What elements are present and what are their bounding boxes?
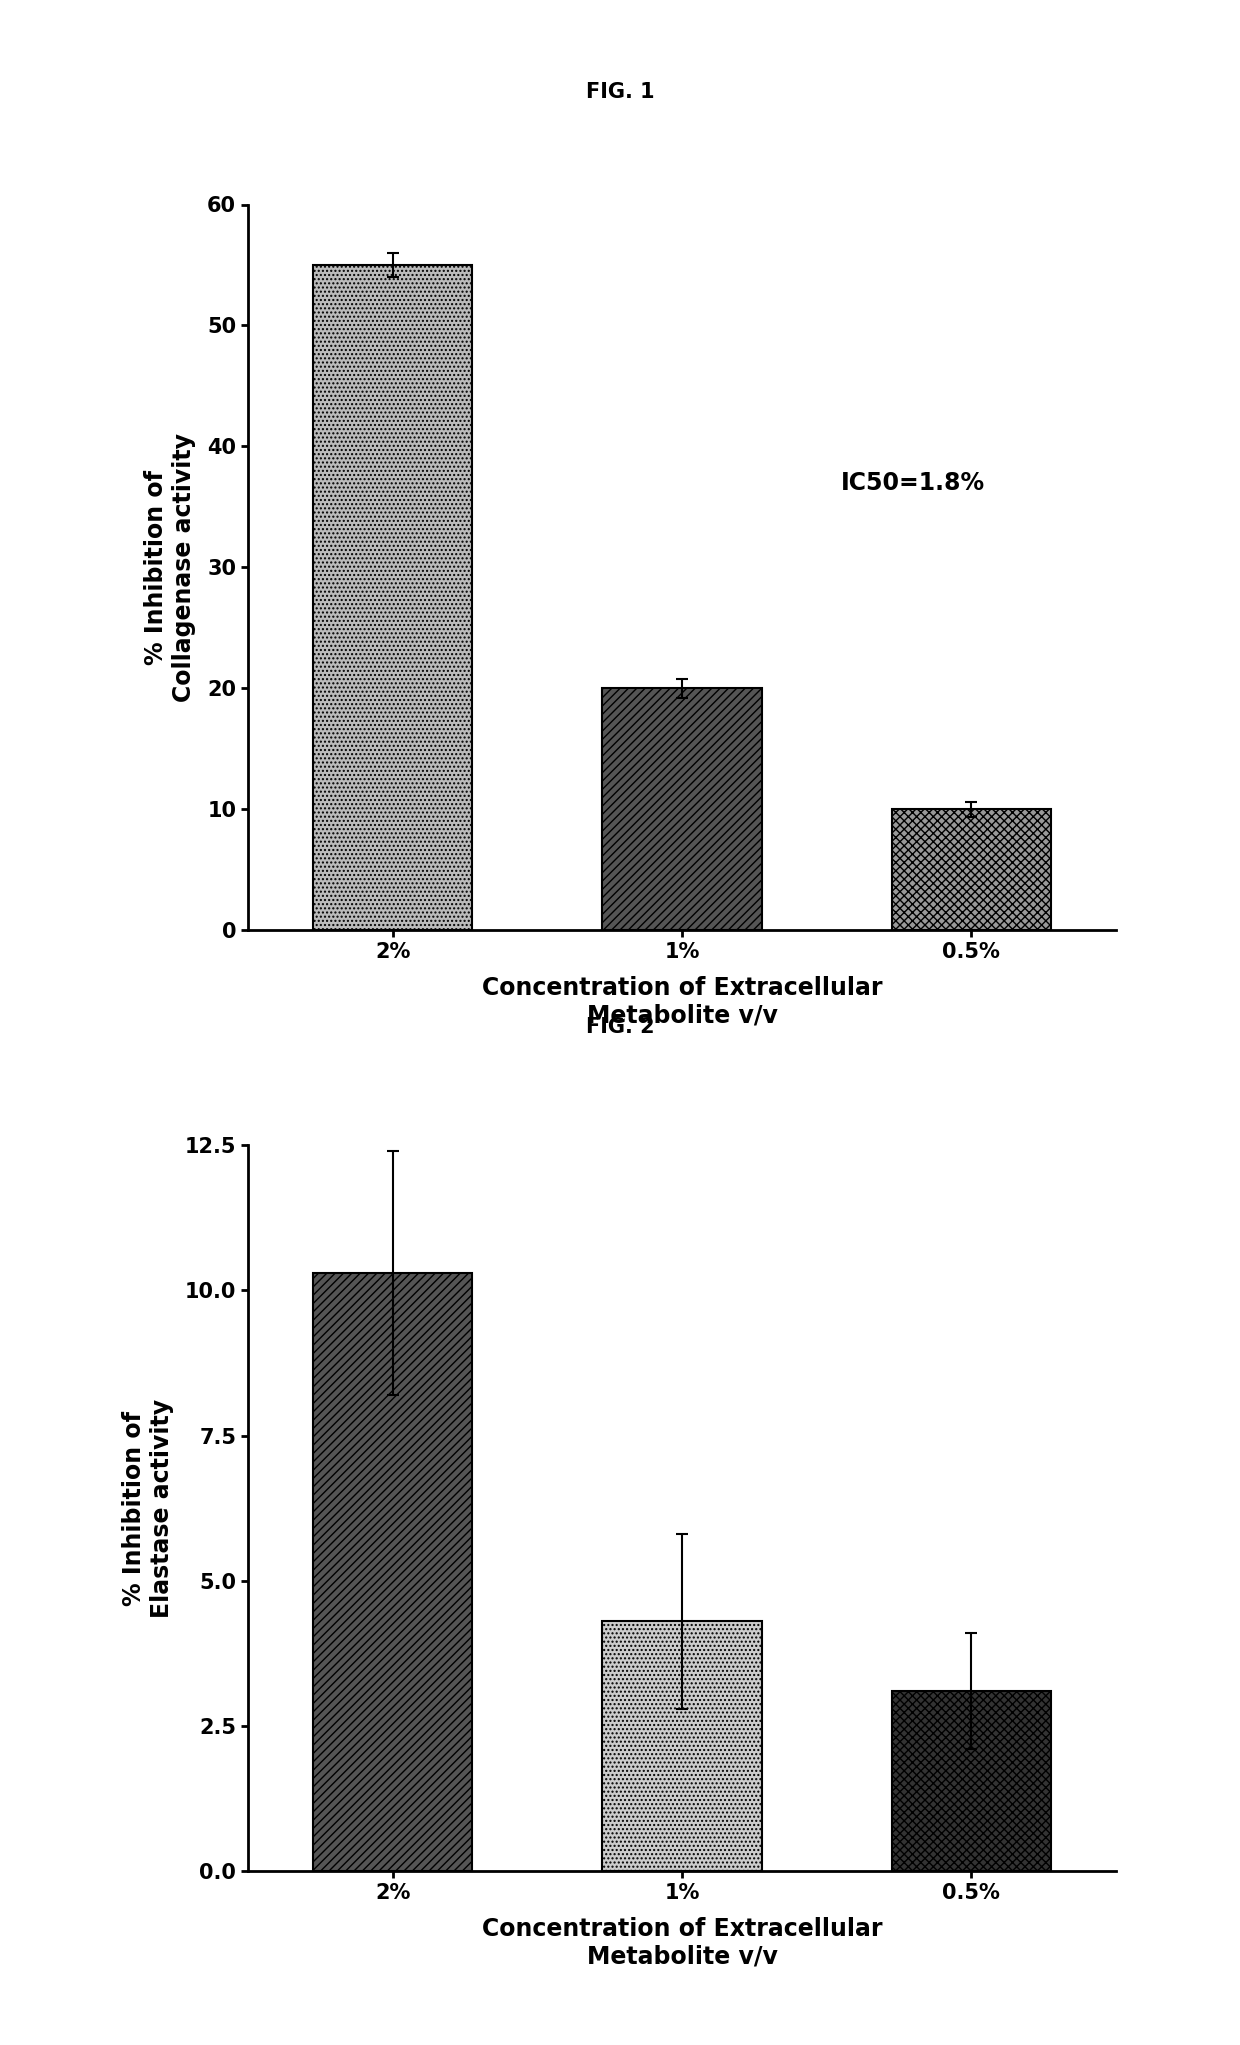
Bar [312, 266, 472, 930]
Text: FIG. 2: FIG. 2 [585, 1016, 655, 1037]
Bar [892, 1691, 1052, 1871]
Bar [603, 689, 761, 930]
Y-axis label: % Inhibition of
Elastase activity: % Inhibition of Elastase activity [122, 1399, 174, 1618]
Bar [312, 1272, 472, 1871]
X-axis label: Concentration of Extracellular
Metabolite v/v: Concentration of Extracellular Metabolit… [482, 1916, 882, 1969]
Text: IC50=1.8%: IC50=1.8% [841, 470, 986, 495]
Bar [603, 1622, 761, 1871]
X-axis label: Concentration of Extracellular
Metabolite v/v: Concentration of Extracellular Metabolit… [482, 975, 882, 1029]
Bar [892, 810, 1052, 930]
Text: FIG. 1: FIG. 1 [585, 82, 655, 102]
Y-axis label: % Inhibition of
Collagenase activity: % Inhibition of Collagenase activity [144, 434, 196, 701]
